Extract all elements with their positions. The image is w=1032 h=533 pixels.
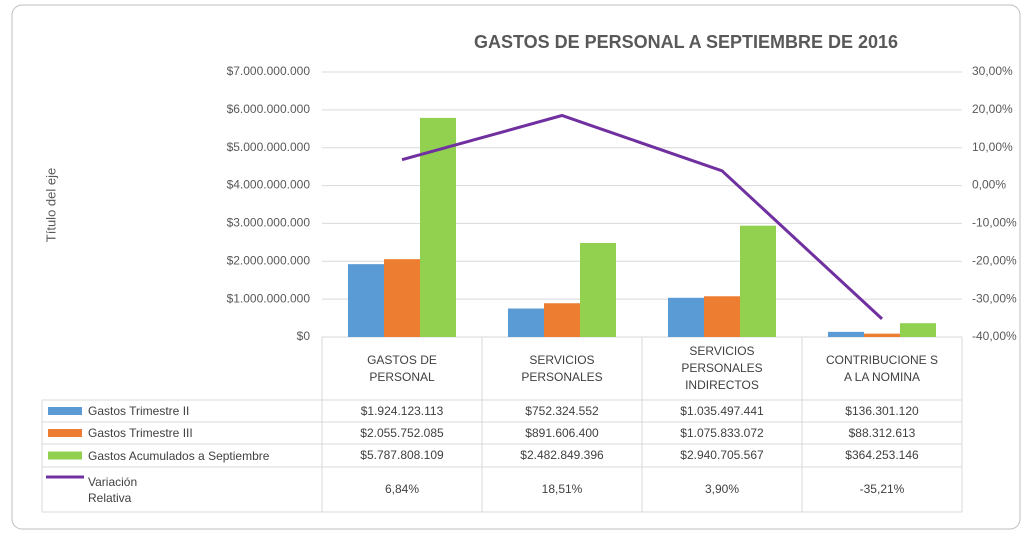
- x-tick-label: GASTOS DE PERSONAL: [367, 352, 437, 384]
- legend-label: Gastos Acumulados a Septiembre: [88, 448, 270, 463]
- bar: [384, 259, 420, 337]
- table-value: $1.075.833.072: [680, 425, 764, 440]
- table-value: $2.940.705.567: [680, 448, 764, 462]
- y2-tick-label: -10,00%: [972, 216, 1017, 230]
- y-tick-label: $0: [297, 329, 311, 343]
- x-tick-label: SERVICIOS PERSONALES INDIRECTOS: [681, 344, 763, 392]
- legend-label: Variación Relativa: [88, 474, 138, 505]
- table-value: $136.301.120: [845, 403, 919, 418]
- y-tick-label: $5.000.000.000: [227, 140, 311, 154]
- y-tick-label: $7.000.000.000: [227, 64, 311, 78]
- y2-tick-label: 20,00%: [972, 102, 1013, 116]
- legend-label: Gastos Trimestre III: [88, 426, 193, 440]
- bar: [864, 333, 900, 337]
- chart-title: GASTOS DE PERSONAL A SEPTIEMBRE DE 2016: [474, 32, 898, 52]
- table-value: $1.035.497.441: [680, 403, 764, 418]
- legend-label: Gastos Trimestre II: [88, 404, 190, 418]
- bar: [508, 308, 544, 337]
- table-value: $88.312.613: [848, 425, 916, 440]
- table-value: 18,51%: [541, 482, 583, 496]
- table-value: $1.924.123.113: [360, 403, 444, 418]
- x-tick-label: CONTRIBUCIONE S A LA NOMINA: [826, 352, 939, 384]
- y2-tick-label: 0,00%: [972, 178, 1006, 192]
- table-value: 6,84%: [384, 482, 420, 496]
- bar: [900, 323, 936, 337]
- y-tick-label: $3.000.000.000: [227, 216, 311, 230]
- y-tick-label: $2.000.000.000: [227, 253, 311, 267]
- bar: [740, 225, 776, 337]
- table-value: $2.482.849.396: [520, 448, 604, 462]
- table-value: $364.253.146: [845, 448, 919, 462]
- line: [401, 113, 884, 320]
- table-value: $2.055.752.085: [360, 425, 444, 440]
- table-value: $752.324.552: [525, 403, 599, 418]
- table-value: 3,90%: [704, 482, 740, 496]
- chart-border: [11, 4, 1021, 530]
- table-value: $891.606.400: [525, 425, 599, 440]
- bar: [348, 264, 384, 337]
- x-tick-label: SERVICIOS PERSONALES: [521, 352, 603, 384]
- legend-key: [48, 429, 82, 437]
- legend-key: [48, 407, 82, 415]
- bar: [668, 297, 704, 337]
- y-tick-label: $4.000.000.000: [227, 178, 311, 192]
- y2-tick-label: 30,00%: [972, 64, 1013, 78]
- legend-key: [48, 451, 82, 460]
- y2-tick-label: -40,00%: [972, 329, 1017, 343]
- bar: [544, 303, 580, 337]
- y-tick-label: $1.000.000.000: [227, 291, 311, 305]
- y2-tick-label: -20,00%: [972, 253, 1017, 267]
- y-axis-title: Título del eje: [43, 168, 58, 242]
- table-value: $5.787.808.109: [360, 448, 444, 462]
- bar: [828, 331, 864, 337]
- bar: [704, 296, 740, 337]
- y-tick-label: $6.000.000.000: [227, 102, 311, 116]
- table-value: -35,21%: [859, 482, 905, 496]
- bar: [580, 243, 616, 337]
- y2-tick-label: -30,00%: [972, 291, 1017, 305]
- y2-tick-label: 10,00%: [972, 140, 1013, 154]
